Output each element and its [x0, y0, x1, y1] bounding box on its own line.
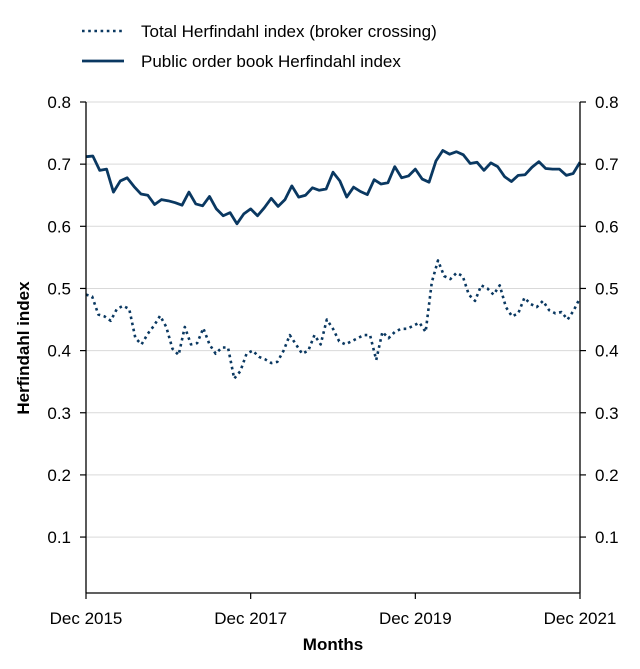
- x-axis-title: Months: [303, 635, 363, 654]
- plot-series: [85, 149, 582, 380]
- y-tick-label-right: 0.8: [595, 93, 619, 112]
- y-tick-label-right: 0.1: [595, 528, 619, 547]
- y-tick-label-left: 0.8: [47, 93, 71, 112]
- legend-label-total-herfindahl: Total Herfindahl index (broker crossing): [141, 22, 437, 41]
- y-tick-label-left: 0.6: [47, 217, 71, 236]
- series-line-total-herfindahl: [85, 259, 582, 380]
- legend-label-public-order-book: Public order book Herfindahl index: [141, 52, 401, 71]
- y-tick-label-right: 0.7: [595, 155, 619, 174]
- y-tick-label-left: 0.2: [47, 466, 71, 485]
- x-tick-label: Dec 2015: [50, 609, 123, 628]
- legend: Total Herfindahl index (broker crossing)…: [82, 22, 437, 71]
- y-tick-label-left: 0.5: [47, 279, 71, 298]
- axes: [85, 102, 581, 594]
- y-tick-label-right: 0.4: [595, 342, 619, 361]
- ticks: 0.1 0.1 0.2 0.2 0.3 0.3 0.4 0.4 0.5 0.5 0.6 0.6 0.7 0…: [47, 93, 618, 628]
- x-tick-label: Dec 2021: [544, 609, 617, 628]
- y-tick-label-left: 0.7: [47, 155, 71, 174]
- grid-lines: [86, 101, 580, 538]
- y-tick-label-right: 0.2: [595, 466, 619, 485]
- x-tick-label: Dec 2019: [379, 609, 452, 628]
- y-tick-label-left: 0.1: [47, 528, 71, 547]
- y-tick-label-left: 0.3: [47, 404, 71, 423]
- y-tick-label-right: 0.3: [595, 404, 619, 423]
- x-tick-label: Dec 2017: [214, 609, 287, 628]
- y-tick-label-right: 0.6: [595, 217, 619, 236]
- y-tick-label-right: 0.5: [595, 279, 619, 298]
- y-tick-label-left: 0.4: [47, 342, 71, 361]
- series-line-public-order-book: [85, 149, 582, 226]
- y-axis-title: Herfindahl index: [14, 281, 33, 415]
